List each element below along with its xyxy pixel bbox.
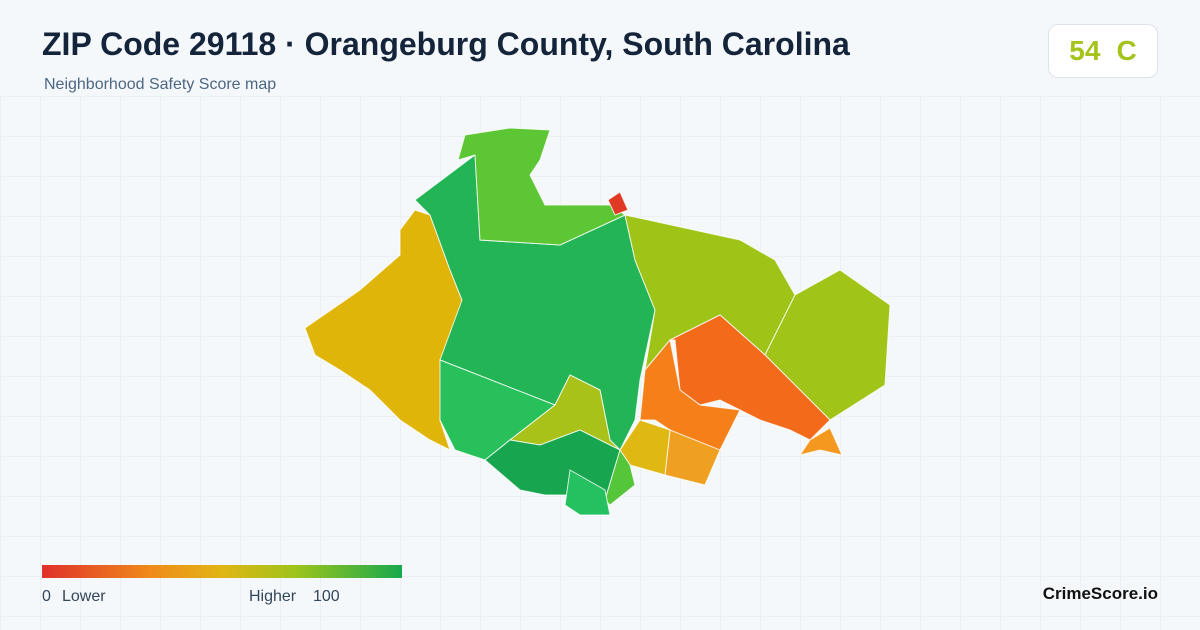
legend-max-label: Higher: [249, 588, 297, 605]
legend-gradient: [42, 565, 402, 578]
region: [798, 427, 843, 456]
region: [457, 127, 627, 246]
regions: [304, 127, 891, 516]
region: [607, 191, 629, 216]
region: [564, 469, 611, 516]
score-badge: 54 C: [1048, 24, 1158, 78]
brand: CrimeScore.io: [1042, 584, 1158, 603]
region: [619, 419, 671, 476]
region: [604, 448, 636, 506]
legend-max: 100: [313, 588, 340, 605]
score-grade: C: [1116, 35, 1137, 66]
score-value: 54: [1069, 35, 1101, 66]
legend-min-label: Lower: [62, 588, 106, 605]
legend-min: 0: [42, 588, 51, 605]
title: ZIP Code 29118 · Orangeburg County, Sout…: [42, 26, 850, 62]
subtitle: Neighborhood Safety Score map: [44, 76, 277, 93]
